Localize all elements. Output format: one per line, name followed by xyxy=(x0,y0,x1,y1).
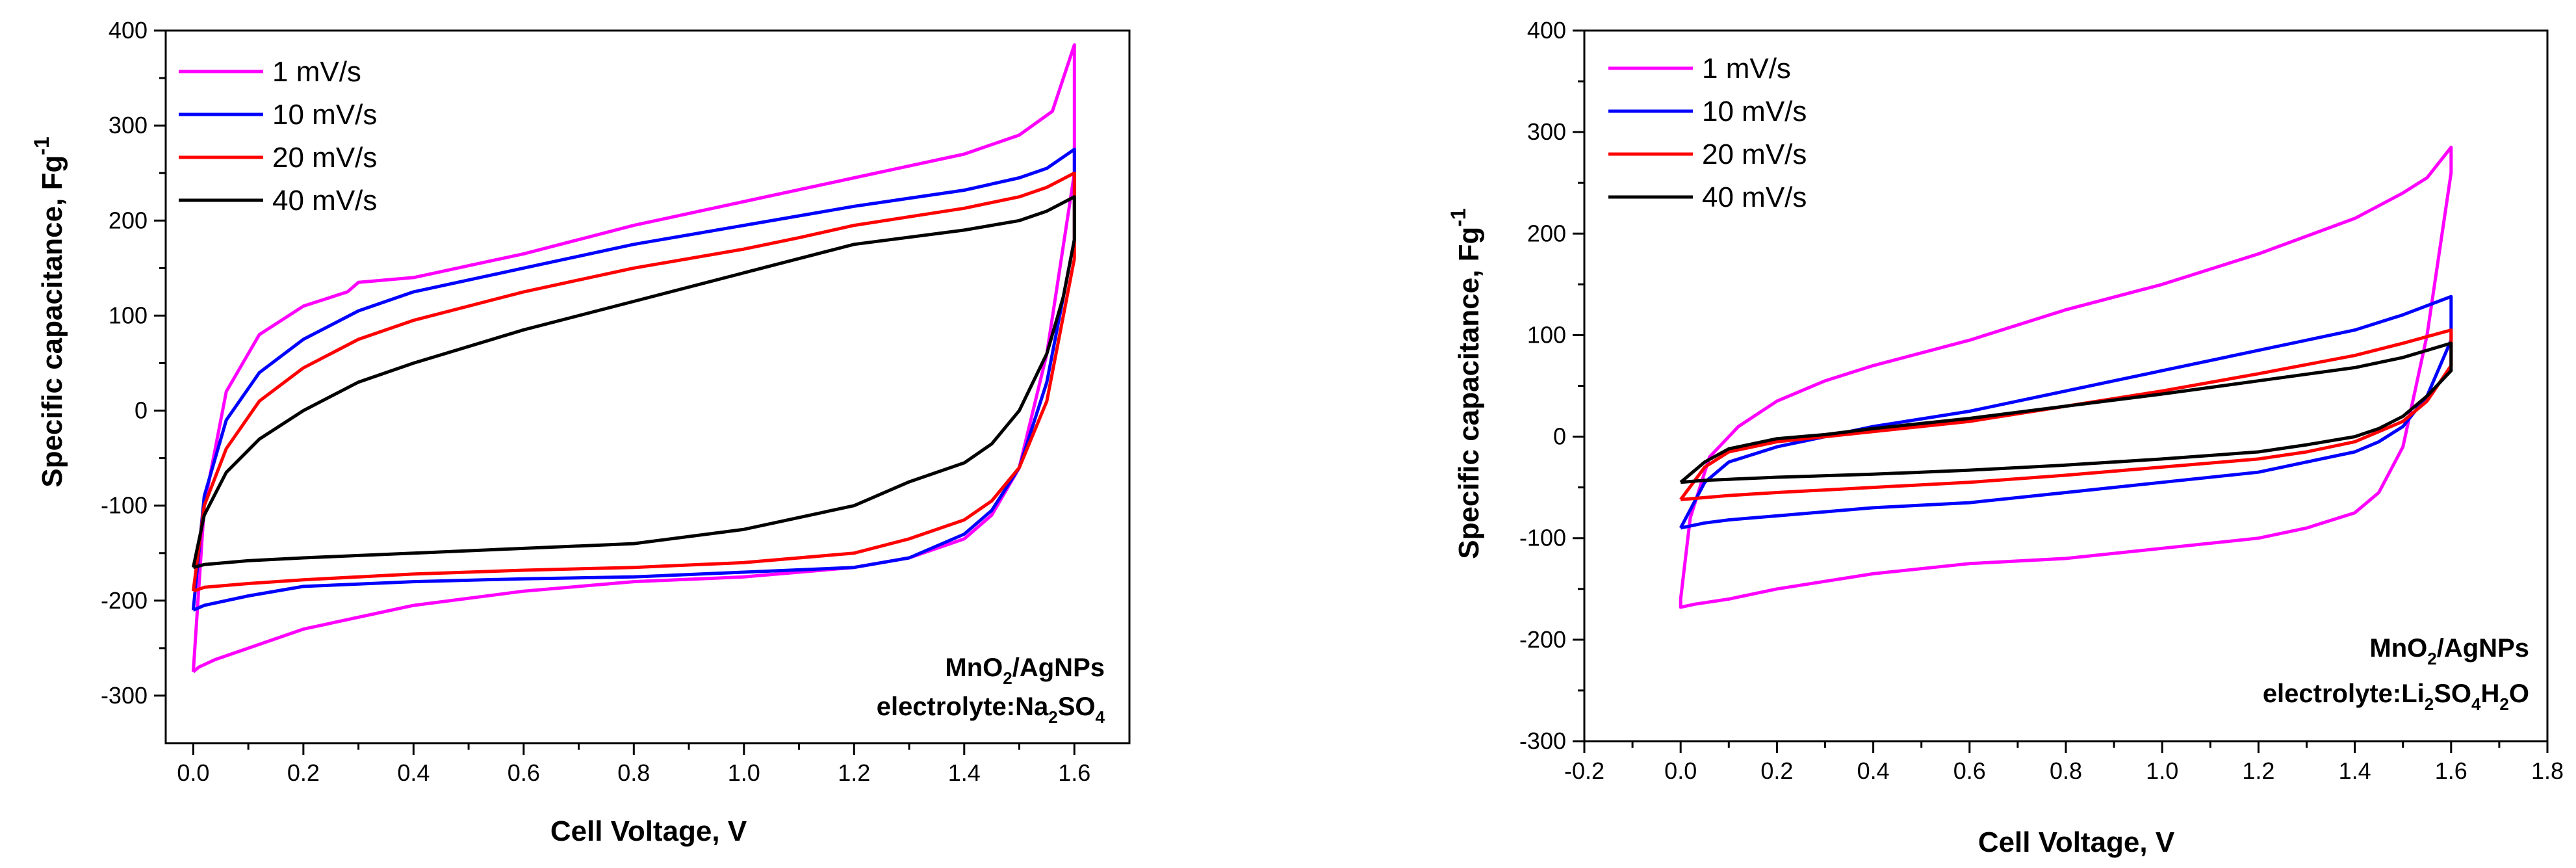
x-tick-label: 0.8 xyxy=(617,759,650,786)
y-tick-label: 400 xyxy=(109,17,148,44)
y-axis-title-text: Specific capacitance, Fg xyxy=(36,155,68,488)
series-line-1-mv-s xyxy=(1679,146,2453,609)
annotation-electrolyte: electrolyte:Li2SO4H2O xyxy=(2263,679,2529,714)
y-tick-label: -200 xyxy=(1519,626,1566,653)
annotation-material-suffix: /AgNPs xyxy=(2437,634,2529,663)
y-tick-label: -200 xyxy=(101,587,148,614)
y-axis-title-superscript: -1 xyxy=(1447,208,1470,226)
annotation-electrolyte-mid2: H xyxy=(2481,679,2500,708)
x-axis-ticks: -0.2 0.0 0.2 0.4 0.6 0.8 1.0 1.2 1.4 1.6 1.8 xyxy=(1564,741,2564,784)
x-tick-label: 1.4 xyxy=(948,759,981,786)
annotation-material: MnO2/AgNPs xyxy=(2369,634,2529,668)
legend: 1 mV/s 10 mV/s 20 mV/s 40 mV/s xyxy=(1608,53,1807,213)
annotation-material-subscript: 2 xyxy=(1003,668,1012,688)
legend-label-1-mv-s: 1 mV/s xyxy=(272,56,361,88)
series-line-10-mv-s xyxy=(1679,295,2453,530)
x-tick-label: 0.0 xyxy=(177,759,209,786)
x-tick-label: 1.2 xyxy=(838,759,870,786)
legend-label-20-mv-s: 20 mV/s xyxy=(272,142,377,174)
y-tick-label: 300 xyxy=(1527,118,1566,145)
legend-label-10-mv-s: 10 mV/s xyxy=(1702,96,1807,127)
y-tick-label: 100 xyxy=(109,302,148,328)
x-tick-label: 1.0 xyxy=(728,759,760,786)
series-line-20-mv-s xyxy=(1679,328,2453,501)
x-axis-title: Cell Voltage, V xyxy=(1978,826,2175,858)
x-tick-label: 0.0 xyxy=(1664,757,1697,784)
x-tick-label: 1.6 xyxy=(1058,759,1090,786)
annotation-electrolyte-prefix: electrolyte:Na xyxy=(877,692,1049,721)
x-tick-label: 0.4 xyxy=(397,759,430,786)
series-line-1-mv-s xyxy=(191,43,1076,674)
plot-curves xyxy=(191,43,1076,674)
x-tick-label: -0.2 xyxy=(1564,757,1604,784)
y-axis-title: Specific capacitance, Fg-1 xyxy=(30,137,68,488)
chart-panel-li2so4h2o: -0.2 0.0 0.2 0.4 0.6 0.8 1.0 1.2 1.4 1.6 1.8 -300-… xyxy=(1447,17,2564,858)
x-tick-label: 0.2 xyxy=(287,759,320,786)
x-axis-ticks: 0.0 0.2 0.4 0.6 0.8 1.0 1.2 1.4 1.6 xyxy=(177,743,1090,786)
legend-label-40-mv-s: 40 mV/s xyxy=(1702,181,1807,213)
y-axis-ticks: -300 -200 -100 0 100 200 300 400 xyxy=(1519,17,1584,754)
annotation-electrolyte-prefix: electrolyte:Li xyxy=(2263,679,2425,708)
y-axis-title-text: Specific capacitance, Fg xyxy=(1453,227,1485,559)
y-tick-label: 0 xyxy=(135,397,148,424)
chart-panel-na2so4: 0.0 0.2 0.4 0.6 0.8 1.0 1.2 1.4 1.6 -300-200-100… xyxy=(30,17,1131,847)
y-axis-title-superscript: -1 xyxy=(30,137,53,155)
annotation-electrolyte-suffix: O xyxy=(2509,679,2529,708)
annotation-electrolyte-sub1: 2 xyxy=(2425,694,2434,714)
legend-label-20-mv-s: 20 mV/s xyxy=(1702,138,1807,170)
annotation-material-formula: MnO xyxy=(945,653,1003,682)
annotation-electrolyte-sub1: 2 xyxy=(1048,707,1057,727)
series-line-20-mv-s xyxy=(191,171,1076,593)
annotation-material-formula: MnO xyxy=(2369,634,2427,663)
y-tick-label: 300 xyxy=(109,112,148,138)
annotation-material-subscript: 2 xyxy=(2427,649,2436,668)
x-tick-label: 1.2 xyxy=(2242,757,2274,784)
legend: 1 mV/s 10 mV/s 20 mV/s 40 mV/s xyxy=(179,56,377,217)
y-tick-label: 200 xyxy=(109,207,148,233)
y-tick-label: 100 xyxy=(1527,321,1566,348)
annotation-electrolyte: electrolyte:Na2SO4 xyxy=(877,692,1105,727)
plot-frame xyxy=(164,29,1131,744)
legend-label-1-mv-s: 1 mV/s xyxy=(1702,53,1791,85)
annotation-electrolyte-mid: SO xyxy=(1058,692,1096,721)
y-tick-label: -300 xyxy=(1519,728,1566,754)
x-tick-label: 0.2 xyxy=(1760,757,1793,784)
annotation-electrolyte-mid: SO xyxy=(2434,679,2471,708)
x-tick-label: 1.8 xyxy=(2531,757,2564,784)
y-tick-label: -300 xyxy=(101,682,148,709)
y-tick-label: 400 xyxy=(1527,17,1566,44)
annotation-material-suffix: /AgNPs xyxy=(1012,653,1105,682)
series-line-40-mv-s xyxy=(191,195,1076,570)
legend-label-40-mv-s: 40 mV/s xyxy=(272,185,377,217)
y-tick-label: 200 xyxy=(1527,220,1566,246)
x-tick-label: 1.0 xyxy=(2146,757,2178,784)
x-tick-label: 1.6 xyxy=(2435,757,2467,784)
annotation-electrolyte-sub3: 2 xyxy=(2499,694,2508,714)
y-tick-label: -100 xyxy=(101,492,148,519)
annotation-material: MnO2/AgNPs xyxy=(945,653,1105,688)
plot-curves xyxy=(1679,146,2453,609)
x-tick-label: 0.4 xyxy=(1857,757,1890,784)
series-line-10-mv-s xyxy=(191,148,1076,612)
x-axis-title: Cell Voltage, V xyxy=(550,815,747,847)
x-tick-label: 0.6 xyxy=(1953,757,1986,784)
x-tick-label: 0.6 xyxy=(508,759,540,786)
y-tick-label: 0 xyxy=(1553,423,1566,450)
y-tick-label: -100 xyxy=(1519,525,1566,551)
series-line-40-mv-s xyxy=(1679,341,2453,484)
legend-label-10-mv-s: 10 mV/s xyxy=(272,99,377,131)
y-axis-title: Specific capacitance, Fg-1 xyxy=(1447,208,1485,559)
annotation-electrolyte-sub2: 4 xyxy=(2471,694,2481,714)
x-tick-label: 1.4 xyxy=(2339,757,2371,784)
x-tick-label: 0.8 xyxy=(2050,757,2082,784)
y-axis-ticks: -300 -200 -100 0 100 200 300 400 xyxy=(101,17,166,709)
annotation-electrolyte-sub2: 4 xyxy=(1096,707,1105,727)
